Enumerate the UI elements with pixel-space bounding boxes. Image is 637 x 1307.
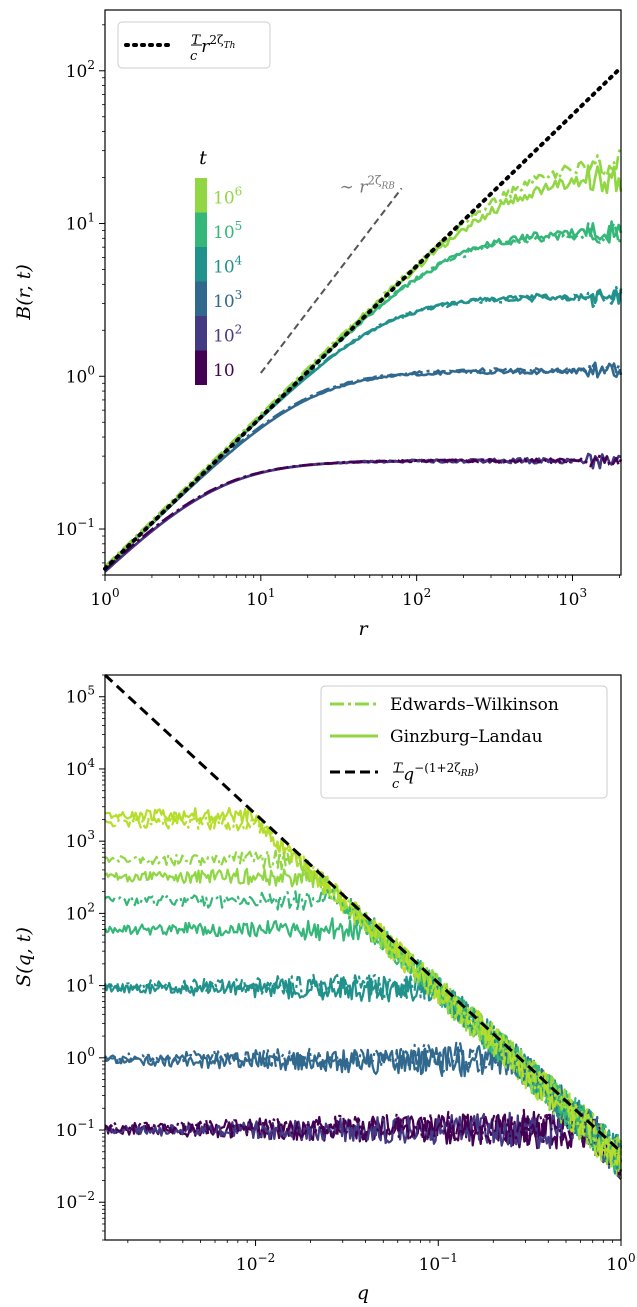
bottom-y-tick-label: 104 (66, 756, 96, 780)
bottom-plot-frame (104, 674, 622, 1241)
colorbar-swatch (195, 247, 207, 282)
bottom-series-solid-103 (104, 1043, 623, 1178)
bottom-y-tick-label: 101 (66, 973, 95, 997)
top-series-dashdot-104 (104, 285, 623, 568)
top-x-tick-label: 101 (246, 586, 275, 610)
bottom-y-tick-label: 10−2 (56, 1189, 95, 1213)
colorbar-swatch (195, 178, 207, 213)
colorbar-label: 106 (213, 184, 242, 208)
bottom-y-tick-label: 102 (66, 900, 95, 924)
colorbar-label: 102 (213, 322, 242, 346)
top-y-axis-label: B(r, t) (13, 264, 35, 321)
colorbar-title: t (199, 147, 207, 169)
top-x-tick-label: 102 (402, 586, 431, 610)
colorbar-label: 104 (213, 253, 243, 277)
top-plot-frame (104, 9, 622, 576)
bottom-series-dashdot-106b (104, 814, 623, 1174)
top-y-ticks: 10−1 100 101 102 (56, 24, 105, 576)
top-series-solid-104 (104, 288, 623, 570)
bottom-series-dashdot-106 (104, 849, 623, 1166)
colorbar-label: 103 (213, 288, 242, 312)
top-y-tick-label: 10−1 (56, 516, 95, 540)
top-y-tick-label: 102 (66, 58, 95, 82)
bottom-y-tick-label: 10−1 (56, 1117, 95, 1141)
top-series-dashdot-106 (104, 147, 623, 568)
top-x-tick-label: 100 (90, 586, 119, 610)
top-colorbar: t 106 105 104 103 102 10 (195, 147, 243, 385)
top-series-solid-103 (104, 362, 622, 570)
top-series-dashdot-10 (104, 453, 623, 571)
top-series-group (104, 147, 623, 573)
top-y-tick-label: 100 (66, 363, 95, 387)
top-x-tick-label: 103 (558, 586, 587, 610)
bottom-y-tick-label: 100 (66, 1045, 95, 1069)
top-series-solid-102 (104, 452, 622, 573)
bottom-y-tick-label: 103 (66, 828, 95, 852)
bottom-y-axis-label: S(q, t) (13, 927, 35, 987)
bottom-series-dashdot-10 (104, 1108, 623, 1179)
bottom-x-tick-label: 100 (606, 1251, 635, 1275)
legend-gl-label: Ginzburg–Landau (390, 727, 543, 747)
bottom-x-tick-label: 10−2 (236, 1251, 275, 1275)
legend-ew-label: Edwards–Wilkinson (390, 695, 559, 715)
bottom-x-ticks: 10−2 10−1 100 (127, 1240, 636, 1275)
top-series-dashdot-103 (104, 361, 623, 569)
bottom-y-tick-label: 105 (66, 684, 95, 708)
colorbar-label: 10 (213, 361, 235, 381)
colorbar-swatch (195, 281, 207, 316)
colorbar-swatch (195, 316, 207, 351)
bottom-y-ticks: 10−2 10−1 100 101 102 103 104 105 (56, 674, 105, 1241)
colorbar-label: 105 (213, 219, 242, 243)
bottom-chart: 10−2 10−1 100 10−2 10−1 100 101 102 103 104 105 q… (13, 673, 636, 1304)
bottom-series-group (103, 806, 623, 1180)
top-series-dashdot-105 (104, 222, 623, 568)
colorbar-swatch (195, 212, 207, 247)
top-series-solid-105 (104, 220, 623, 570)
top-x-axis-label: r (358, 618, 369, 640)
colorbar-swatch (195, 350, 207, 385)
bottom-x-axis-label: q (357, 1282, 369, 1304)
bottom-reference-line (103, 673, 623, 1153)
top-x-ticks: 100 101 102 103 (90, 575, 620, 610)
top-reference-line (103, 65, 623, 571)
top-y-tick-label: 101 (66, 211, 95, 235)
top-guide-label: ∼ r2ζRB (340, 173, 396, 197)
bottom-x-tick-label: 10−1 (419, 1251, 458, 1275)
top-guide-line (260, 187, 403, 374)
top-series-solid-10 (104, 457, 573, 573)
